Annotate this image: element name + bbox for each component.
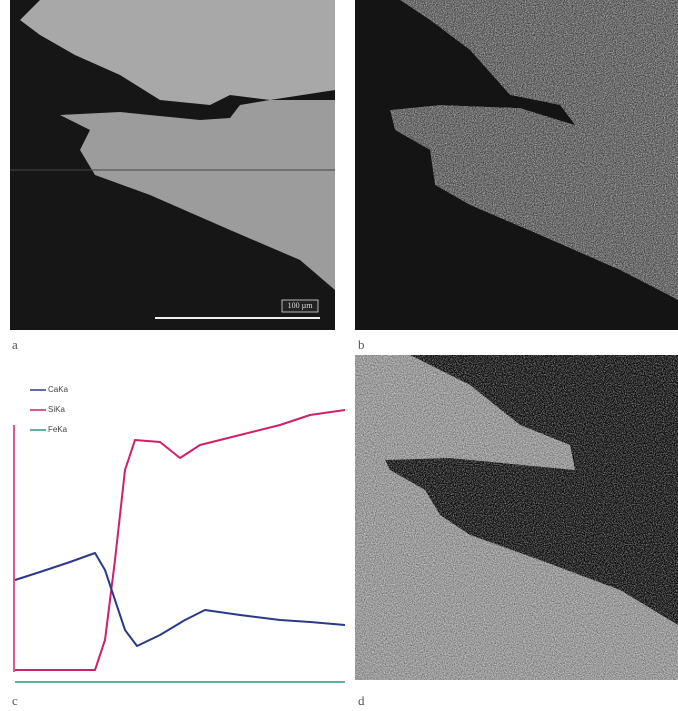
panel-label: c (12, 693, 18, 708)
panel-label: b (358, 337, 365, 352)
panel-label: d (358, 693, 365, 708)
panel-b (355, 0, 678, 330)
panel-d (355, 355, 678, 680)
legend-entry: CaKa (48, 385, 69, 394)
figure: 100 µm a b CaKa SiKa FeKa c d (0, 0, 678, 711)
line-si (15, 410, 345, 670)
legend-entry: SiKa (48, 405, 65, 414)
scale-label: 100 µm (288, 301, 314, 310)
legend-entry: FeKa (48, 425, 68, 434)
line-ca (15, 553, 345, 646)
panel-c: CaKa SiKa FeKa (14, 385, 345, 682)
panel-a: 100 µm (10, 0, 335, 330)
panel-label: a (12, 337, 18, 352)
